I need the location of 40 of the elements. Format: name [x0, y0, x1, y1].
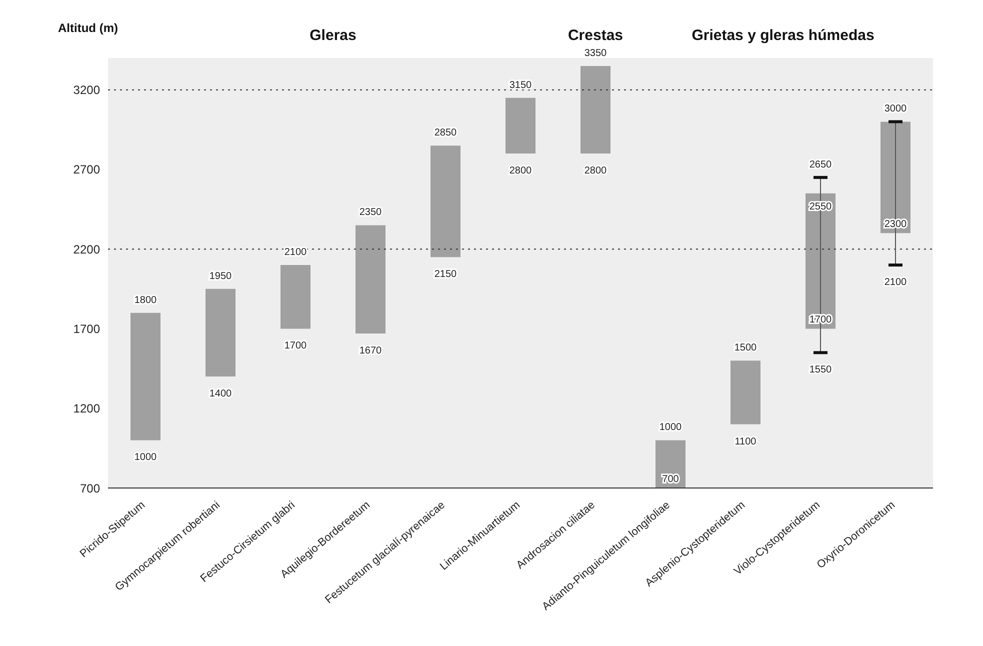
annotation: 700: [662, 474, 680, 485]
annotation: 3000: [884, 104, 908, 115]
text: Grietas y gleras húmedas: [692, 27, 874, 44]
annotation: 2100: [284, 247, 308, 258]
y-tick-label: 700: [80, 481, 100, 496]
annotation: 1670: [359, 346, 382, 357]
annotation: 1550: [809, 364, 832, 376]
annotation: 1500: [734, 342, 758, 354]
annotation: 2350: [359, 207, 382, 218]
bar: [506, 98, 536, 154]
annotation: 1000: [659, 422, 682, 434]
annotation: 3150: [509, 80, 532, 91]
annotation: 1800: [134, 294, 158, 306]
annotation: 2150: [434, 269, 458, 280]
annotation: 1000: [134, 452, 158, 464]
annotation: 2800: [584, 166, 608, 177]
y-tick-label: 2700: [73, 162, 100, 177]
y-tick-label: 2200: [73, 242, 100, 256]
bar: [130, 312, 160, 440]
annotation: 2100: [884, 277, 908, 288]
annotation: 2800: [509, 166, 532, 177]
text: Gleras: [310, 27, 356, 44]
bar: [206, 288, 236, 377]
bar: [580, 66, 610, 154]
annotation: 2650: [809, 159, 832, 170]
annotation: 1700: [284, 340, 308, 352]
bar: [430, 146, 460, 258]
annotation: 3350: [584, 48, 608, 59]
bar: [280, 265, 310, 329]
y-tick-label: 1700: [73, 322, 100, 336]
text: Crestas: [568, 27, 624, 44]
annotation: 1100: [734, 436, 757, 448]
y-tick-label: 1200: [73, 402, 100, 416]
bar: [730, 360, 760, 424]
bar: [356, 225, 386, 334]
annotation: 1950: [209, 270, 232, 282]
y-tick-label: 3200: [73, 83, 100, 98]
annotation: 2850: [434, 128, 458, 139]
y-axis-title: Altitud (m): [58, 21, 118, 35]
annotation: 1400: [209, 388, 232, 400]
